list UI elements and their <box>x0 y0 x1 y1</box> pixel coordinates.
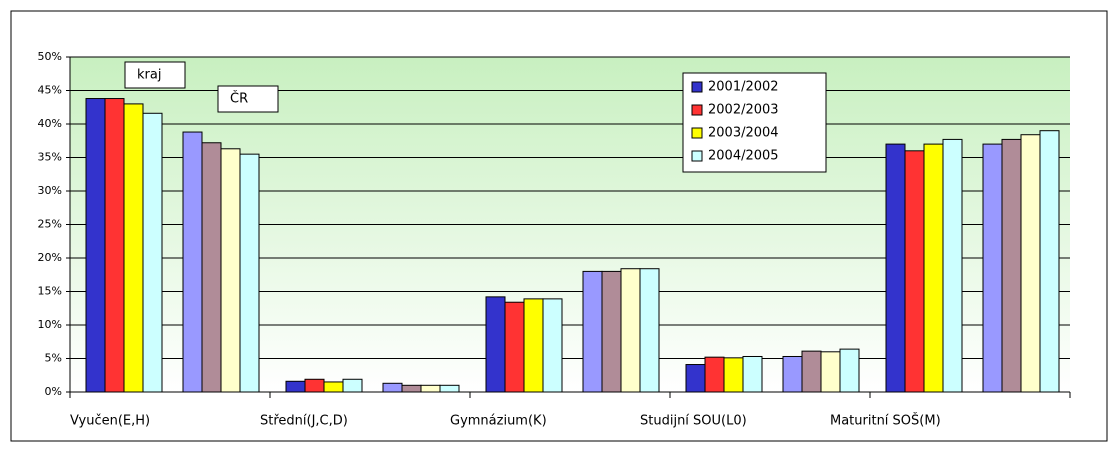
legend-swatch <box>691 104 703 116</box>
bar <box>382 382 403 393</box>
bar <box>401 384 422 393</box>
x-tick-label: Vyučen(E,H) <box>70 414 150 429</box>
bar <box>323 381 344 393</box>
bar <box>123 103 144 393</box>
bar <box>85 98 106 393</box>
bar <box>704 356 725 393</box>
bar <box>304 378 325 393</box>
bar <box>201 142 222 393</box>
bar <box>782 355 803 393</box>
bar <box>523 298 544 393</box>
bar <box>104 98 125 393</box>
bar <box>220 148 241 393</box>
y-tick-label: 45% <box>38 84 62 97</box>
bar <box>1020 134 1041 393</box>
y-tick-label: 20% <box>38 251 62 264</box>
x-tick-label: Střední(J,C,D) <box>260 414 348 429</box>
bar <box>342 378 363 393</box>
bar <box>982 143 1003 393</box>
legend-swatch <box>691 127 703 139</box>
bar <box>723 357 744 393</box>
bar <box>620 268 641 393</box>
annotation: ČR <box>230 91 248 107</box>
annotation: kraj <box>137 68 161 83</box>
y-tick-label: 50% <box>38 50 62 63</box>
x-tick-label: Maturitní SOŠ(M) <box>830 413 941 429</box>
bar <box>420 384 441 393</box>
legend <box>682 72 827 173</box>
bar <box>820 351 841 393</box>
legend-swatch <box>691 81 703 93</box>
legend-label: 2004/2005 <box>708 149 779 164</box>
bar <box>639 268 660 393</box>
legend-label: 2002/2003 <box>708 103 779 118</box>
bar <box>885 143 906 393</box>
y-tick-label: 40% <box>38 117 62 130</box>
annotation-box <box>124 61 186 89</box>
bar <box>801 350 822 393</box>
bar <box>542 298 563 393</box>
y-tick-label: 35% <box>38 151 62 164</box>
y-tick-label: 15% <box>38 285 62 298</box>
y-tick-label: 10% <box>38 318 62 331</box>
y-tick-label: 30% <box>38 184 62 197</box>
x-tick-label: Gymnázium(K) <box>450 414 547 429</box>
bar <box>942 138 963 393</box>
bar <box>485 296 506 393</box>
frame <box>10 10 1108 442</box>
bar <box>1039 130 1060 393</box>
bar <box>601 270 622 393</box>
legend-label: 2003/2004 <box>708 126 779 141</box>
bar <box>685 364 706 393</box>
bar <box>439 384 460 393</box>
y-tick-label: 25% <box>38 218 62 231</box>
bar <box>239 153 260 393</box>
bar <box>1001 138 1022 393</box>
y-tick-label: 5% <box>45 352 62 365</box>
bar <box>923 143 944 393</box>
annotation-box <box>217 85 279 113</box>
bar <box>742 355 763 393</box>
bar <box>285 380 306 393</box>
legend-swatch <box>691 150 703 162</box>
bar <box>182 131 203 393</box>
legend-label: 2001/2002 <box>708 80 779 95</box>
bar <box>582 270 603 393</box>
bar <box>504 301 525 393</box>
bar <box>839 348 860 393</box>
x-tick-label: Studijní SOU(L0) <box>640 414 747 429</box>
y-tick-label: 0% <box>45 385 62 398</box>
bar <box>142 112 163 393</box>
bar <box>904 150 925 393</box>
